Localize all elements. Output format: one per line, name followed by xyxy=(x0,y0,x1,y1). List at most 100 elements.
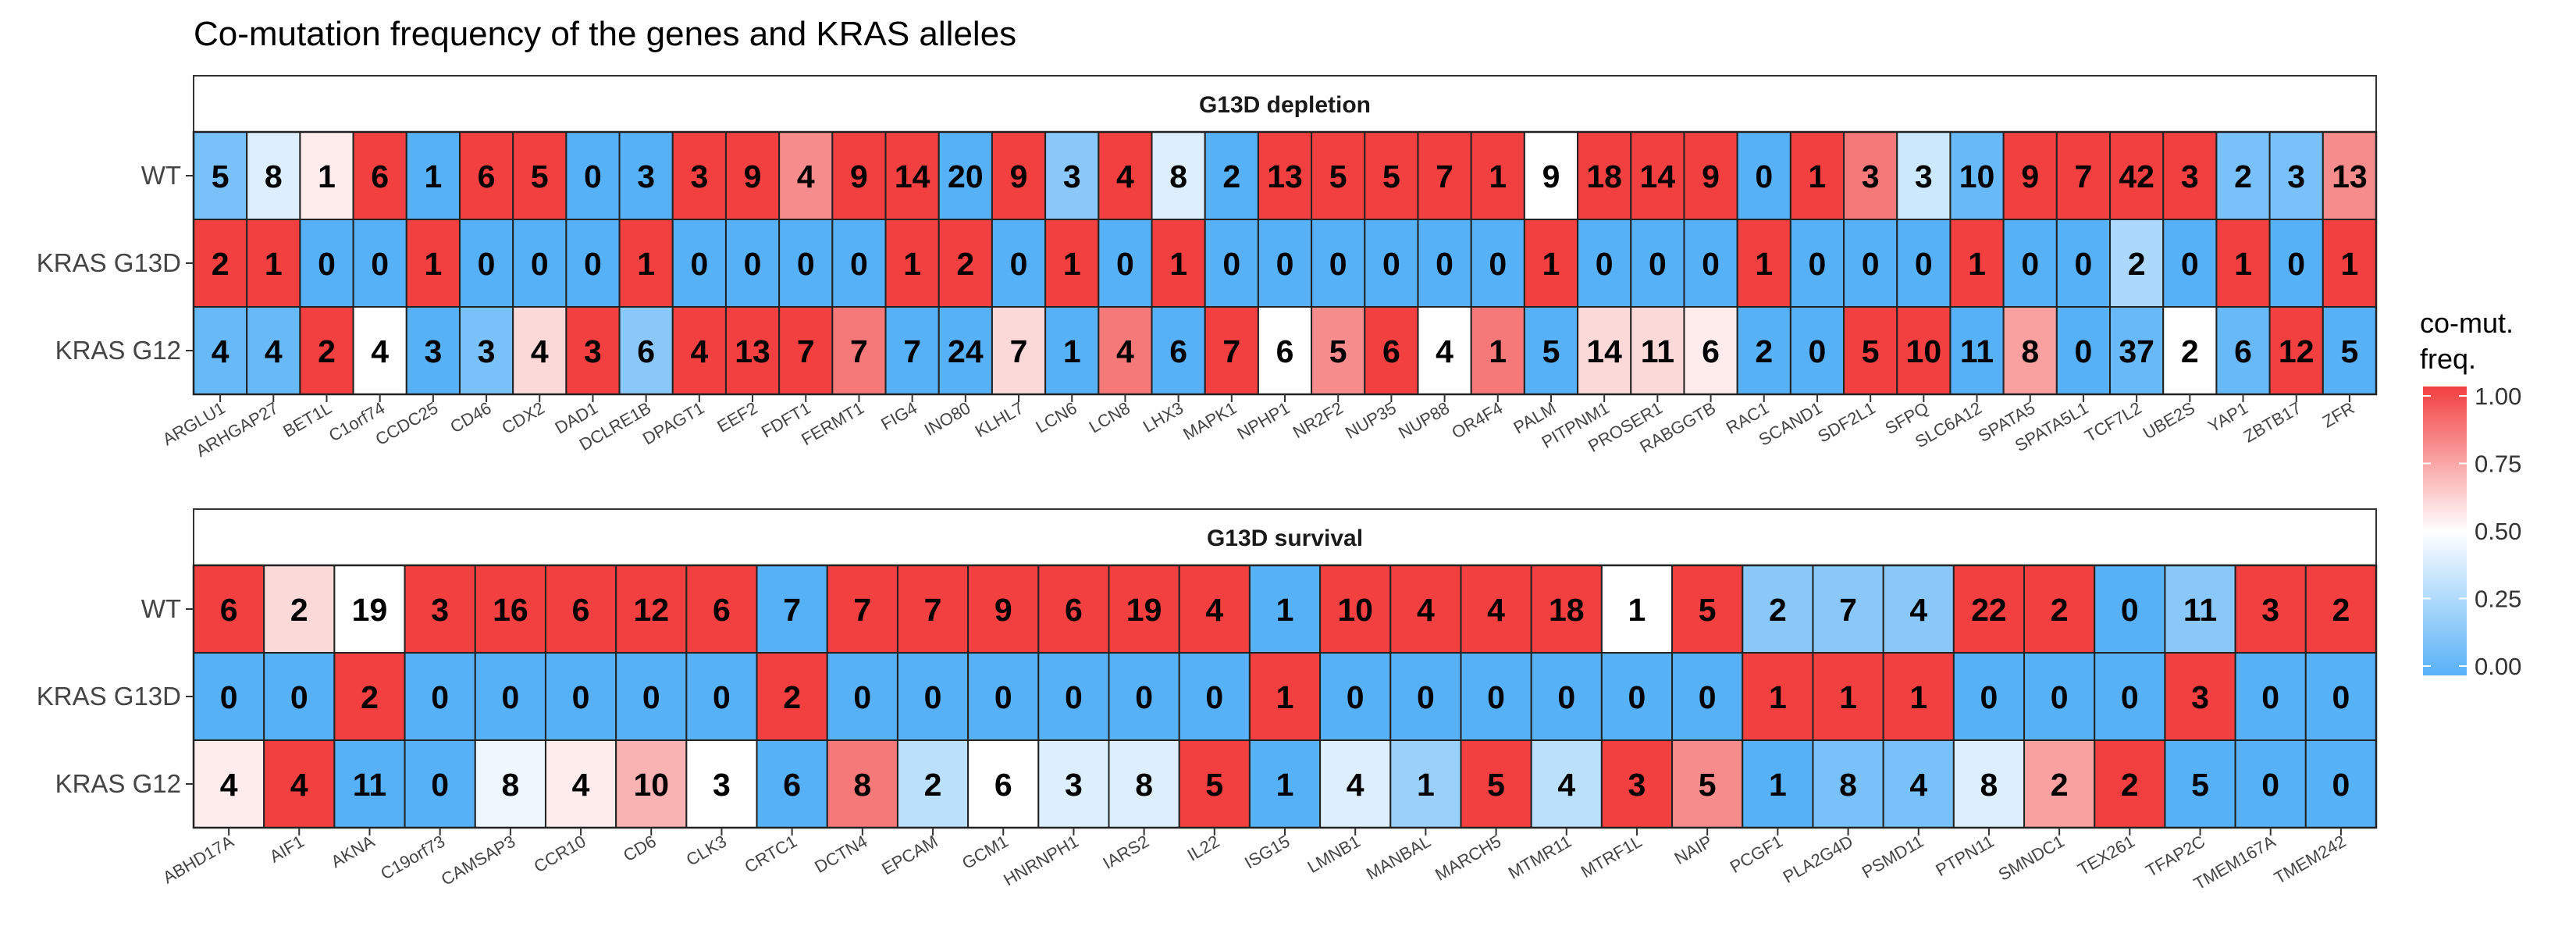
cell-value: 10 xyxy=(633,767,669,803)
cell-value: 14 xyxy=(1586,333,1622,369)
heatmap-cell xyxy=(1952,739,2026,828)
gene-label: ISG15 xyxy=(1241,832,1293,873)
gene-label: EEF2 xyxy=(713,398,760,436)
heatmap-cell xyxy=(1319,739,1392,828)
heatmap-cell xyxy=(2055,219,2112,308)
heatmap-cell xyxy=(2268,219,2324,308)
heatmap-cell xyxy=(1577,219,1632,308)
cell-value: 0 xyxy=(1596,246,1614,282)
cell-value: 13 xyxy=(1267,159,1303,194)
heatmap-cell xyxy=(896,565,970,654)
legend-tick-label: 0.50 xyxy=(2475,518,2521,545)
cell-value: 3 xyxy=(478,333,496,369)
row-label-kras-g12: KRAS G12 xyxy=(55,336,181,365)
gene-label: CD6 xyxy=(620,832,660,866)
heatmap-cell xyxy=(405,131,461,220)
gene-label: CAMSAP3 xyxy=(438,832,519,889)
heatmap-cell xyxy=(2215,306,2271,395)
heatmap-cell xyxy=(1044,219,1100,308)
cell-value: 5 xyxy=(1329,159,1347,194)
heatmap-cell xyxy=(778,306,834,395)
cell-value: 3 xyxy=(2181,159,2199,194)
heatmap-cell xyxy=(1248,565,1322,654)
heatmap-cell xyxy=(1460,652,1532,741)
cell-value: 7 xyxy=(850,333,868,369)
cell-value: 12 xyxy=(633,592,669,628)
cell-value: 6 xyxy=(1382,333,1400,369)
heatmap-cell xyxy=(2162,306,2218,395)
heatmap-cell xyxy=(1896,306,1952,395)
cell-value: 0 xyxy=(1382,246,1400,282)
heatmap-cell xyxy=(2322,306,2378,395)
heatmap-cell xyxy=(618,131,674,220)
cell-value: 1 xyxy=(1063,246,1081,282)
cell-value: 9 xyxy=(744,159,762,194)
heatmap-cell xyxy=(1470,306,1525,395)
gene-label: LHX3 xyxy=(1140,398,1187,436)
heatmap-cell xyxy=(2109,306,2165,395)
cell-value: 14 xyxy=(1640,159,1676,194)
cell-value: 3 xyxy=(713,767,731,803)
cell-value: 4 xyxy=(1116,159,1134,194)
gene-label: CLK3 xyxy=(683,832,730,870)
cell-value: 4 xyxy=(1909,767,1927,803)
cell-value: 0 xyxy=(1809,333,1827,369)
heatmap-cell xyxy=(1882,565,1955,654)
gene-label: CCR10 xyxy=(531,832,589,877)
heatmap-cell xyxy=(1812,565,1884,654)
gene-label: TEX261 xyxy=(2074,832,2137,879)
cell-value: 0 xyxy=(1135,679,1153,715)
cell-value: 11 xyxy=(353,767,386,803)
cell-value: 0 xyxy=(1915,246,1933,282)
heatmap-cell xyxy=(1098,131,1153,220)
cell-value: 6 xyxy=(713,592,731,628)
gene-label: LCN6 xyxy=(1033,398,1080,437)
heatmap-cell xyxy=(1417,219,1472,308)
cell-value: 1 xyxy=(1769,679,1787,715)
cell-value: 5 xyxy=(1382,159,1400,194)
cell-value: 1 xyxy=(1809,159,1827,194)
heatmap-cell xyxy=(404,739,476,828)
cell-value: 13 xyxy=(735,333,770,369)
cell-value: 5 xyxy=(2340,333,2358,369)
cell-value: 4 xyxy=(1116,333,1134,369)
cell-value: 0 xyxy=(371,246,389,282)
cell-value: 9 xyxy=(994,592,1012,628)
cell-value: 7 xyxy=(853,592,871,628)
heatmap-cell xyxy=(1204,306,1259,395)
cell-value: 4 xyxy=(1909,592,1927,628)
heatmap-cell xyxy=(938,306,993,395)
cell-value: 2 xyxy=(924,767,942,803)
cell-value: 1 xyxy=(424,246,442,282)
cell-value: 8 xyxy=(501,767,519,803)
row-label-wt: WT xyxy=(141,594,181,623)
heatmap-cell xyxy=(991,306,1047,395)
heatmap-cell xyxy=(991,131,1047,220)
heatmap-cell xyxy=(193,739,265,828)
cell-value: 0 xyxy=(220,679,238,715)
heatmap-cell xyxy=(615,739,688,828)
cell-value: 2 xyxy=(783,679,801,715)
heatmap-cell xyxy=(2164,652,2236,741)
cell-value: 0 xyxy=(994,679,1012,715)
heatmap-cell xyxy=(1843,219,1898,308)
cell-value: 37 xyxy=(2119,333,2154,369)
cell-value: 1 xyxy=(1489,333,1507,369)
cell-value: 0 xyxy=(744,246,762,282)
cell-value: 2 xyxy=(2181,333,2199,369)
heatmap-cell xyxy=(544,652,617,741)
cell-value: 0 xyxy=(584,159,602,194)
cell-value: 2 xyxy=(1222,159,1240,194)
heatmap-cell xyxy=(1470,219,1525,308)
cell-value: 2 xyxy=(290,592,308,628)
cell-value: 0 xyxy=(290,679,308,715)
cell-value: 2 xyxy=(212,246,229,282)
heatmap-cell xyxy=(724,131,781,220)
cell-value: 0 xyxy=(584,246,602,282)
cell-value: 10 xyxy=(1959,159,1995,194)
cell-value: 3 xyxy=(1628,767,1646,803)
heatmap-cell xyxy=(458,306,514,395)
heatmap-cell xyxy=(1108,739,1180,828)
cell-value: 2 xyxy=(2051,592,2069,628)
